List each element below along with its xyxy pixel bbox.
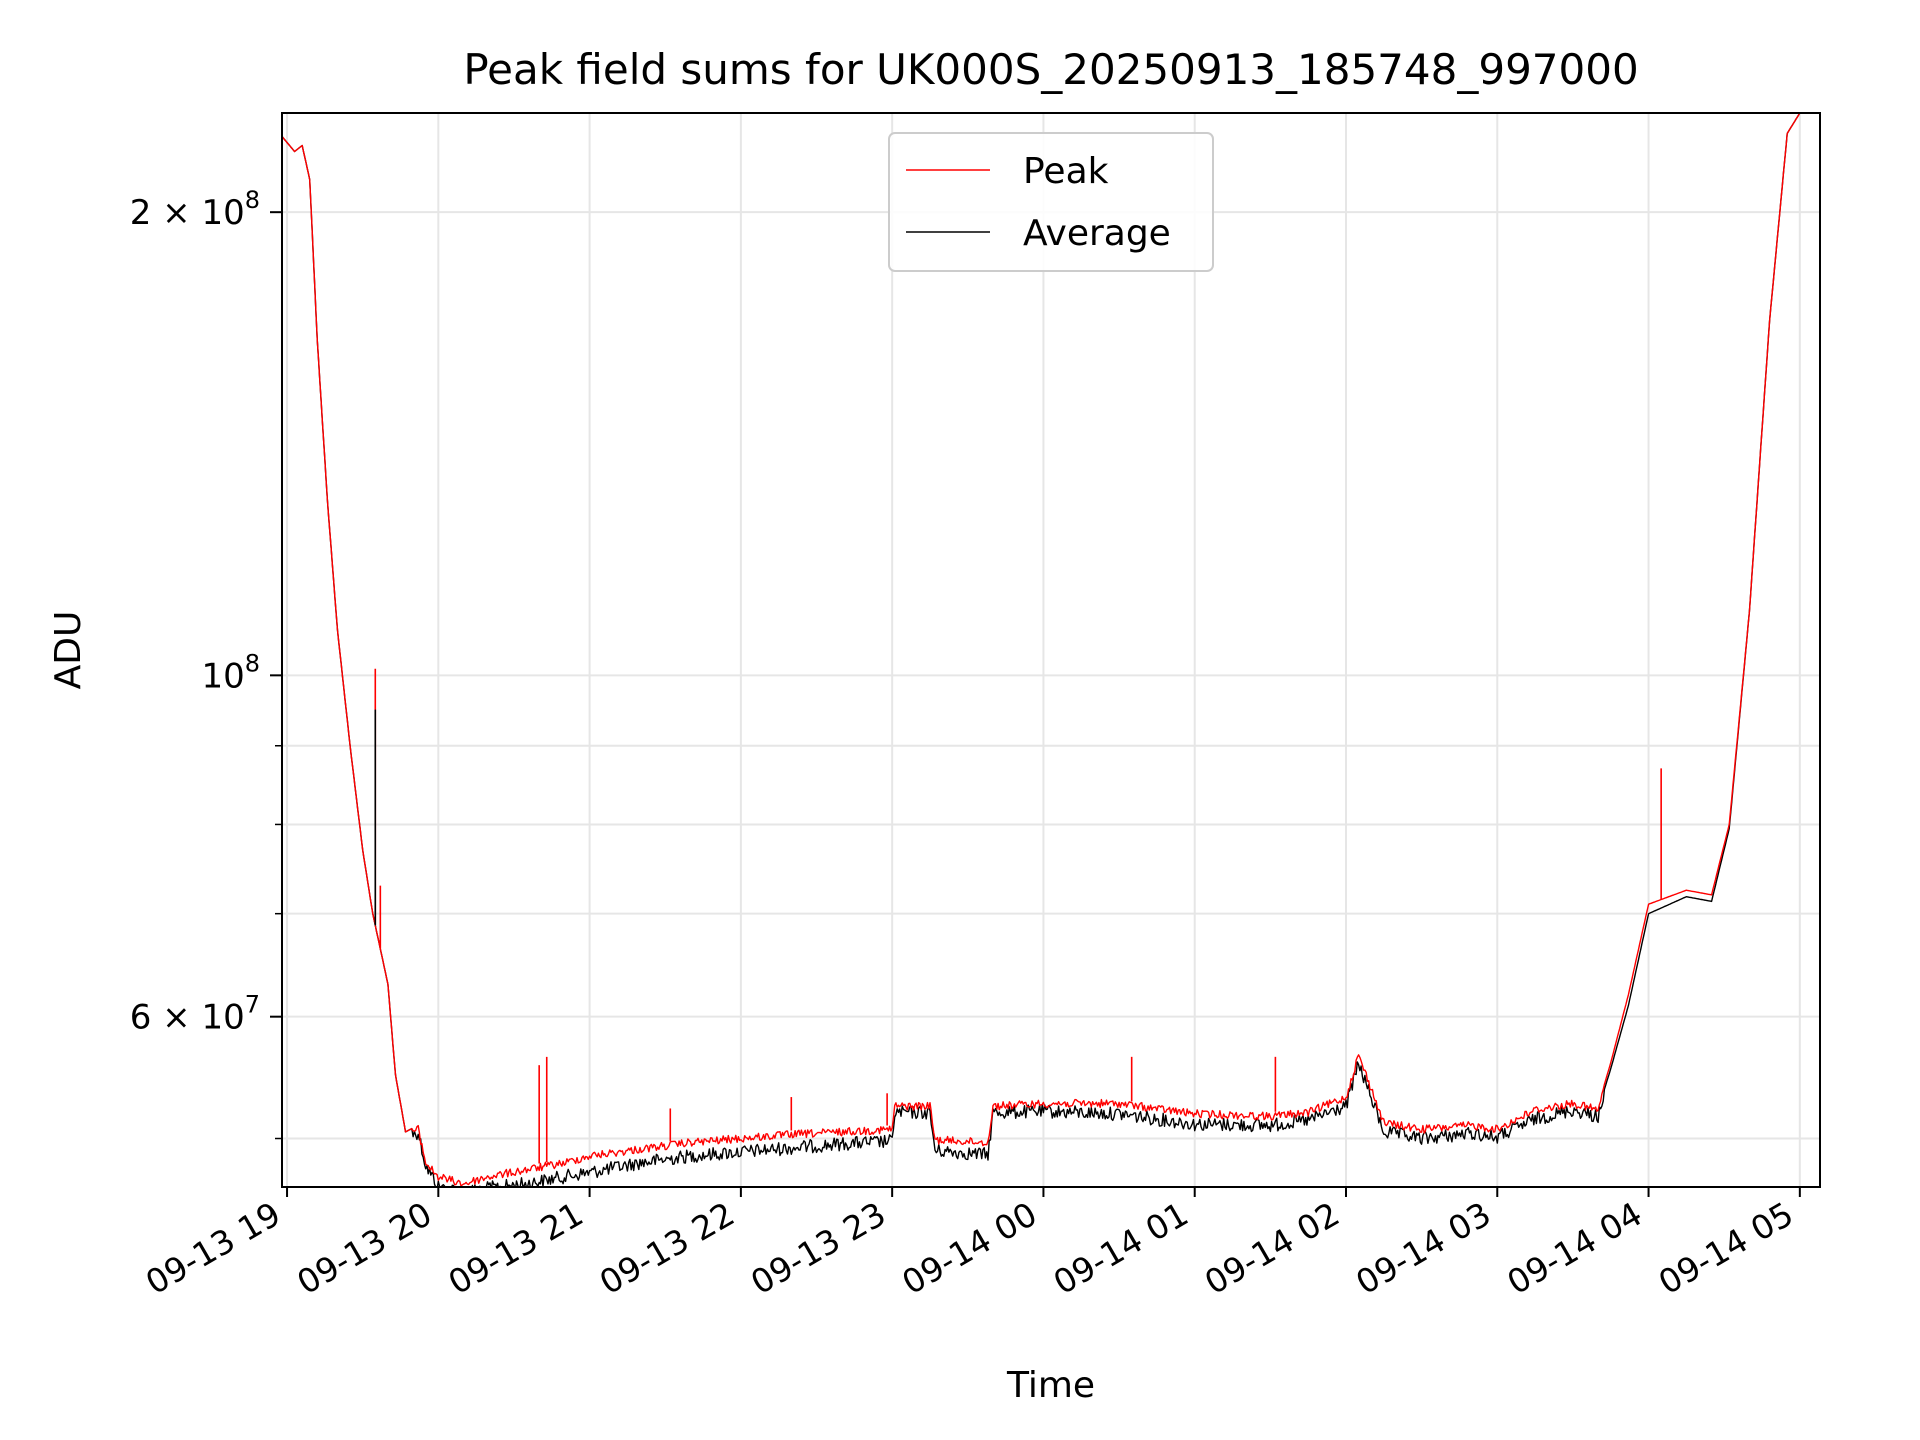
- y-tick-label: 108: [201, 649, 260, 696]
- chart-title: Peak field sums for UK000S_20250913_1857…: [463, 45, 1638, 94]
- legend-average-label: Average: [1023, 213, 1171, 254]
- y-axis-ticks: 108 6 × 107 2 × 108: [130, 186, 282, 1140]
- plot-frame: [281, 112, 1821, 1188]
- x-axis-label: Time: [1006, 1365, 1095, 1406]
- y-axis-label: ADU: [48, 611, 89, 690]
- legend-box: [888, 132, 1214, 272]
- legend: Peak Average: [888, 132, 1214, 272]
- series-line-peak: [282, 113, 1801, 1187]
- series-line-average: [282, 113, 1801, 1187]
- y-tick-label: 6 × 107: [130, 991, 260, 1038]
- y-tick-label: 2 × 108: [130, 186, 260, 233]
- series-layer: [282, 113, 1801, 1187]
- legend-peak-label: Peak: [1023, 151, 1109, 192]
